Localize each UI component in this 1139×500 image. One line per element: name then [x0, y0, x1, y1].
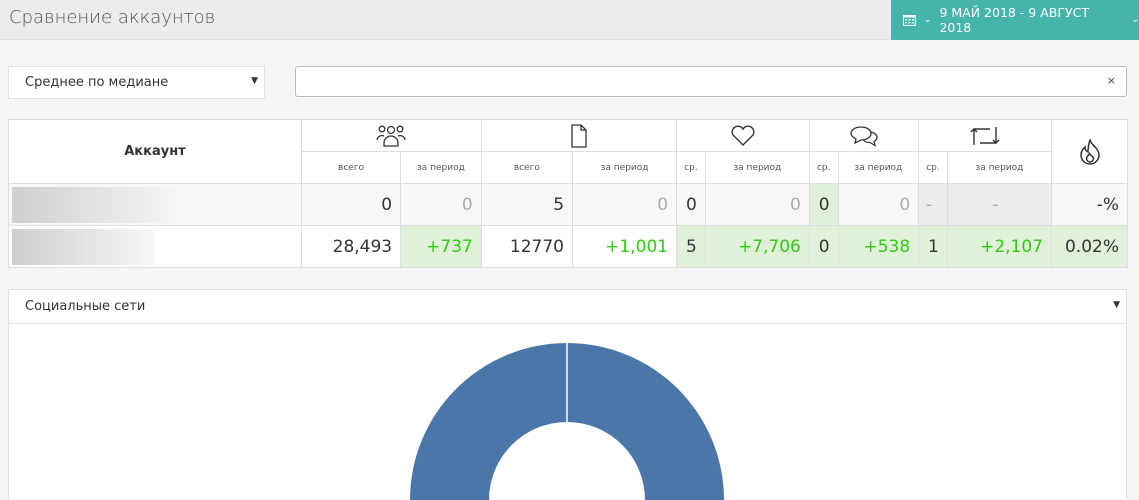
- likes-header: [676, 119, 810, 152]
- cell: 0.02%: [1051, 225, 1128, 268]
- top-bar: Сравнение аккаунтов ⌄ 9 МАЙ 2018 - 9 АВГ…: [0, 0, 1139, 40]
- cell: 0: [676, 183, 706, 226]
- account-column-header: Аккаунт: [8, 119, 302, 184]
- aggregation-select-value: Среднее по медиане: [25, 75, 169, 90]
- subheader: всего: [300, 151, 402, 184]
- cell: 0: [300, 183, 402, 226]
- account-cell[interactable]: [8, 183, 302, 226]
- cell: 5: [676, 225, 706, 268]
- cell: 0: [808, 183, 839, 226]
- cell: +1,001: [572, 225, 678, 268]
- page-title: Сравнение аккаунтов: [9, 7, 216, 28]
- donut-chart: [410, 343, 724, 500]
- engagement-header: [1051, 119, 1128, 184]
- date-range-text: 9 МАЙ 2018 - 9 АВГУСТ 2018: [939, 5, 1089, 35]
- subheader: за период: [837, 151, 920, 184]
- social-network-select[interactable]: Социальные сети ▼: [9, 290, 1126, 324]
- followers-header: [301, 119, 482, 152]
- fire-icon: [1079, 138, 1100, 165]
- table-row: 0 0 5 0 0 0 0 0 - - -%: [8, 183, 1128, 226]
- subheader: ср.: [918, 151, 948, 184]
- repost-icon: [970, 126, 1000, 145]
- cell: +7,706: [704, 225, 810, 268]
- cell: 0: [808, 225, 839, 268]
- date-range-picker[interactable]: ⌄ 9 МАЙ 2018 - 9 АВГУСТ 2018 ⌄: [891, 0, 1139, 40]
- caret-down-icon: ▼: [251, 76, 258, 86]
- donut-slice: [410, 343, 567, 500]
- cell: -: [946, 183, 1053, 226]
- account-cell[interactable]: [8, 225, 302, 268]
- account-search-input[interactable]: ×: [295, 66, 1127, 97]
- caret-down-icon: ▼: [1113, 300, 1120, 310]
- cell: -: [918, 183, 948, 226]
- cell: +538: [837, 225, 920, 268]
- social-network-select-value: Социальные сети: [25, 299, 146, 314]
- social-networks-panel: Социальные сети ▼: [8, 289, 1127, 500]
- cell: 0: [400, 183, 482, 226]
- calendar-icon: [903, 15, 916, 26]
- chevron-down-icon: ⌄: [923, 15, 932, 25]
- cell: +2,107: [946, 225, 1053, 268]
- cell: 5: [480, 183, 574, 226]
- cell: 12770: [480, 225, 574, 268]
- accounts-comparison-table: Аккаунт всего за период всего за период …: [8, 119, 1128, 268]
- heart-icon: [731, 124, 755, 146]
- donut-slice: [567, 343, 724, 500]
- account-name-redacted: [12, 186, 298, 223]
- cell: 0: [837, 183, 920, 226]
- posts-header: [480, 119, 678, 152]
- reposts-header: [918, 119, 1052, 152]
- comments-header: [808, 119, 920, 152]
- clear-icon[interactable]: ×: [1106, 74, 1116, 87]
- cell: 1: [918, 225, 948, 268]
- comments-icon: [850, 125, 878, 147]
- subheader: за период: [704, 151, 810, 184]
- subheader: ср.: [676, 151, 706, 184]
- subheader: ср.: [808, 151, 839, 184]
- subheader: всего: [480, 151, 574, 184]
- subheader: за период: [946, 151, 1053, 184]
- table-row: 28,493 +737 12770 +1,001 5 +7,706 0 +538…: [8, 225, 1128, 268]
- cell: 0: [572, 183, 678, 226]
- post-icon: [571, 123, 587, 148]
- subheader: за период: [400, 151, 482, 184]
- chevron-down-icon: ⌄: [1131, 15, 1139, 25]
- cell: 28,493: [300, 225, 402, 268]
- cell: -%: [1051, 183, 1128, 226]
- cell: +737: [400, 225, 482, 268]
- account-name-redacted: [12, 228, 155, 265]
- aggregation-select[interactable]: Среднее по медиане ▼: [8, 66, 265, 99]
- cell: 0: [704, 183, 810, 226]
- subheader: за период: [572, 151, 678, 184]
- followers-icon: [376, 125, 407, 147]
